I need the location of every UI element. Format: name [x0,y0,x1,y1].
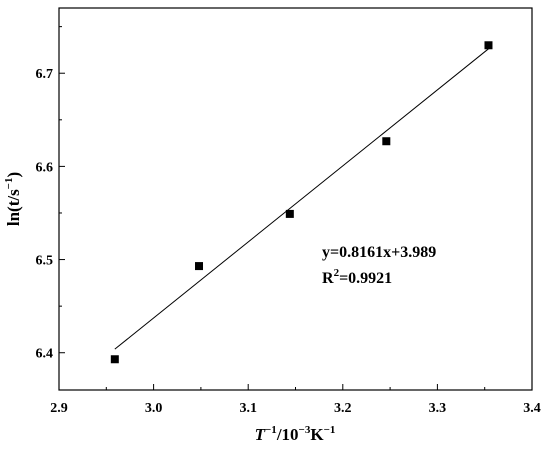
x-tick-label: 3.0 [145,401,163,416]
fit-line [114,48,489,350]
r2-value: =0.9921 [339,270,392,287]
equation-label: y=0.8161x+3.989 [322,244,436,261]
x-axis-title-sup2: −3 [299,424,311,436]
x-axis-title: T−1/10−3K−1 [255,424,336,444]
x-axis-title-sup3: −1 [324,424,336,436]
y-axis-title-close: ) [4,172,23,178]
y-tick-label: 6.7 [36,67,54,82]
x-axis-title-unit: K [310,425,324,444]
x-axis-ticks: 2.9 3.0 3.1 3.2 3.3 3.4 [50,384,541,416]
x-tick-label: 2.9 [50,401,68,416]
data-point [382,137,391,146]
x-tick-label: 3.4 [523,401,541,416]
r2-prefix: R [322,270,334,287]
r2-label: R2=0.9921 [322,267,392,287]
data-point [195,262,204,271]
y-axis-ticks: 6.4 6.5 6.6 6.7 [36,26,65,362]
data-point [484,41,493,50]
y-tick-label: 6.4 [36,347,54,362]
x-tick-label: 3.2 [334,401,352,416]
x-axis-title-main: T [255,425,266,444]
x-axis-title-mid: /10 [276,425,299,444]
y-tick-label: 6.5 [36,254,54,269]
data-point [285,209,294,218]
x-tick-label: 3.1 [239,401,257,416]
y-axis-title: ln(t/s−1) [3,172,23,226]
y-axis-title-sup: −1 [3,178,15,190]
plot-frame [58,7,533,391]
x-axis-title-sup1: −1 [265,424,277,436]
y-tick-label: 6.6 [36,160,54,175]
y-axis-title-main: ln(t/s [4,189,23,226]
x-tick-label: 3.3 [429,401,447,416]
data-points [110,41,493,364]
data-point [110,355,119,364]
r2-sup: 2 [334,267,340,279]
